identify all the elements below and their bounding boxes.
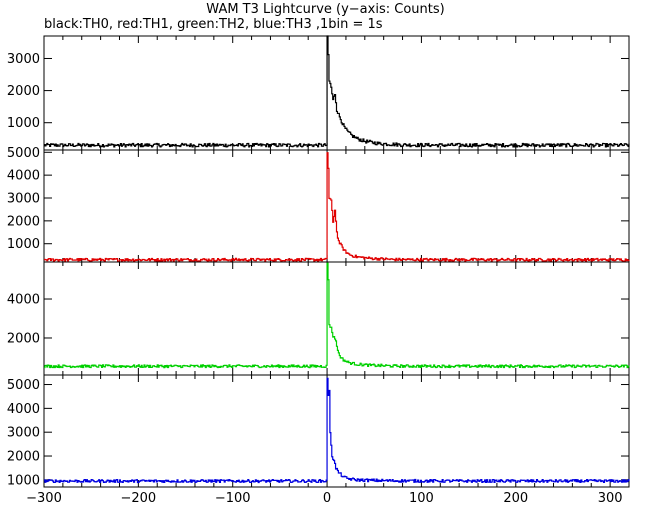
y-tick-label: 2000 [7,450,40,465]
panel-frame [43,149,630,263]
panel-frame [43,261,630,376]
panel-frame [43,374,630,488]
panel-frame [43,35,630,151]
y-tick-label: 4000 [7,293,40,308]
series-th3 [44,377,630,484]
chart-subtitle: black:TH0, red:TH1, green:TH2, blue:TH3 … [44,17,383,32]
y-tick-label: 1000 [7,237,40,252]
x-tick-label: 300 [598,491,623,505]
y-tick-label: 3000 [7,52,40,67]
x-tick-label: 100 [409,491,434,505]
y-tick-label: 1000 [7,473,40,488]
x-tick-label: −100 [215,491,251,505]
y-tick-label: 2000 [7,84,40,99]
panels: 1000 2000 3000 1000 2000 3000 4000 5000 2000 4000… [7,35,630,488]
y-tick-label: 3000 [7,192,40,207]
y-tick-label: 3000 [7,426,40,441]
y-tick-label: 1000 [7,116,40,131]
x-tick-label: 0 [323,491,331,505]
panel-th1: 1000 2000 3000 4000 5000 [7,146,630,263]
y-tick-label: 2000 [7,331,40,346]
panel-th0: 1000 2000 3000 [7,35,630,151]
x-axis: −300 −200 −100 0 100 200 300 [26,491,622,505]
panel-th2: 2000 4000 [7,261,630,376]
y-tick-label: 2000 [7,214,40,229]
series-th2 [44,262,630,369]
x-tick-label: 200 [503,491,528,505]
y-tick-label: 5000 [7,146,40,161]
series-th1 [44,152,630,262]
x-tick-label: −200 [120,491,156,505]
series-th0 [44,35,630,148]
y-tick-label: 4000 [7,402,40,417]
y-tick-label: 5000 [7,378,40,393]
panel-th3: 1000 2000 3000 4000 5000 [7,374,630,488]
x-tick-label: −300 [26,491,62,505]
chart-title: WAM T3 Lightcurve (y−axis: Counts) [206,2,445,17]
y-tick-label: 4000 [7,169,40,184]
